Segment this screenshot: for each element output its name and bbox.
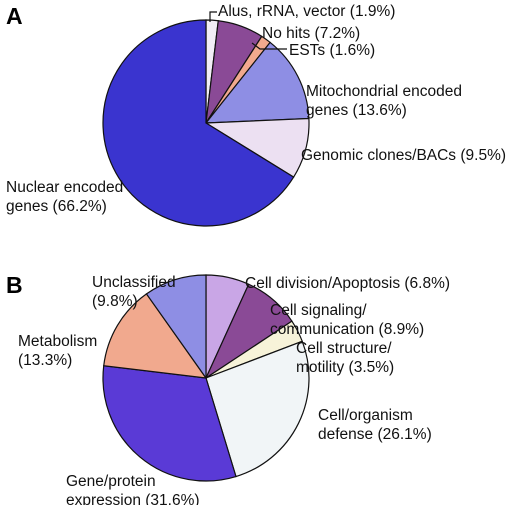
panel-b-letter: B: [6, 272, 23, 298]
pie-chart-b: [102, 274, 310, 482]
pie-b-label-gene-protein-expression: Gene/protein expression (31.6%): [66, 473, 200, 505]
pie-a-leader-alus: [209, 11, 217, 22]
pie-a-label-alus-rrna-vector: Alus, rRNA, vector (1.9%): [218, 3, 395, 20]
pie-chart-a: [102, 19, 310, 227]
pie-a-label-genomic-clones-bacs: Genomic clones/BACs (9.5%): [301, 147, 506, 164]
pie-b-slice-metabolism: [103, 293, 208, 379]
pie-chart-a-labels: Alus, rRNA, vector (1.9%) No hits (7.2%)E…: [6, 3, 506, 215]
pie-b-label-cell-signaling-communication: Cell signaling/communication (8.9%): [270, 302, 424, 338]
pie-a-label-ests: ESTs (1.6%): [289, 42, 375, 59]
pie-a-slice-nuclear-encoded-genes: [102, 19, 295, 227]
pie-a-slice-mitochondrial-encoded-genes: [204, 41, 310, 124]
pie-b-slice-cell-organism-defense: [205, 340, 310, 478]
pie-b-label-unclassified: Unclassified (9.8%): [92, 274, 176, 310]
panel-a-letter: A: [6, 3, 23, 29]
pie-a-label-nuclear-encoded-genes: Nuclear encoded genes (66.2%): [6, 179, 123, 215]
pie-a-leader-ests: [251, 42, 287, 50]
pie-b-slice-unclassified: [145, 274, 207, 380]
pie-chart-b-labels: Cell division/Apoptosis (6.8%) Cell signa…: [18, 274, 450, 505]
pie-a-label-no-hits: No hits (7.2%): [262, 25, 360, 42]
pie-b-label-cell-organism-defense: Cell/organism defense (26.1%): [318, 407, 432, 443]
pie-b-label-cell-division-apoptosis: Cell division/Apoptosis (6.8%): [245, 275, 450, 292]
pie-b-label-cell-structure-motility: Cell structure/motility (3.5%): [296, 340, 394, 376]
pie-b-slice-gene-protein-expression: [102, 365, 237, 482]
pie-a-label-mitochondrial-encoded-genes: Mitochondrial encoded genes (13.6%): [306, 83, 462, 119]
pie-b-label-metabolism: Metabolism (13.3%): [18, 333, 97, 369]
